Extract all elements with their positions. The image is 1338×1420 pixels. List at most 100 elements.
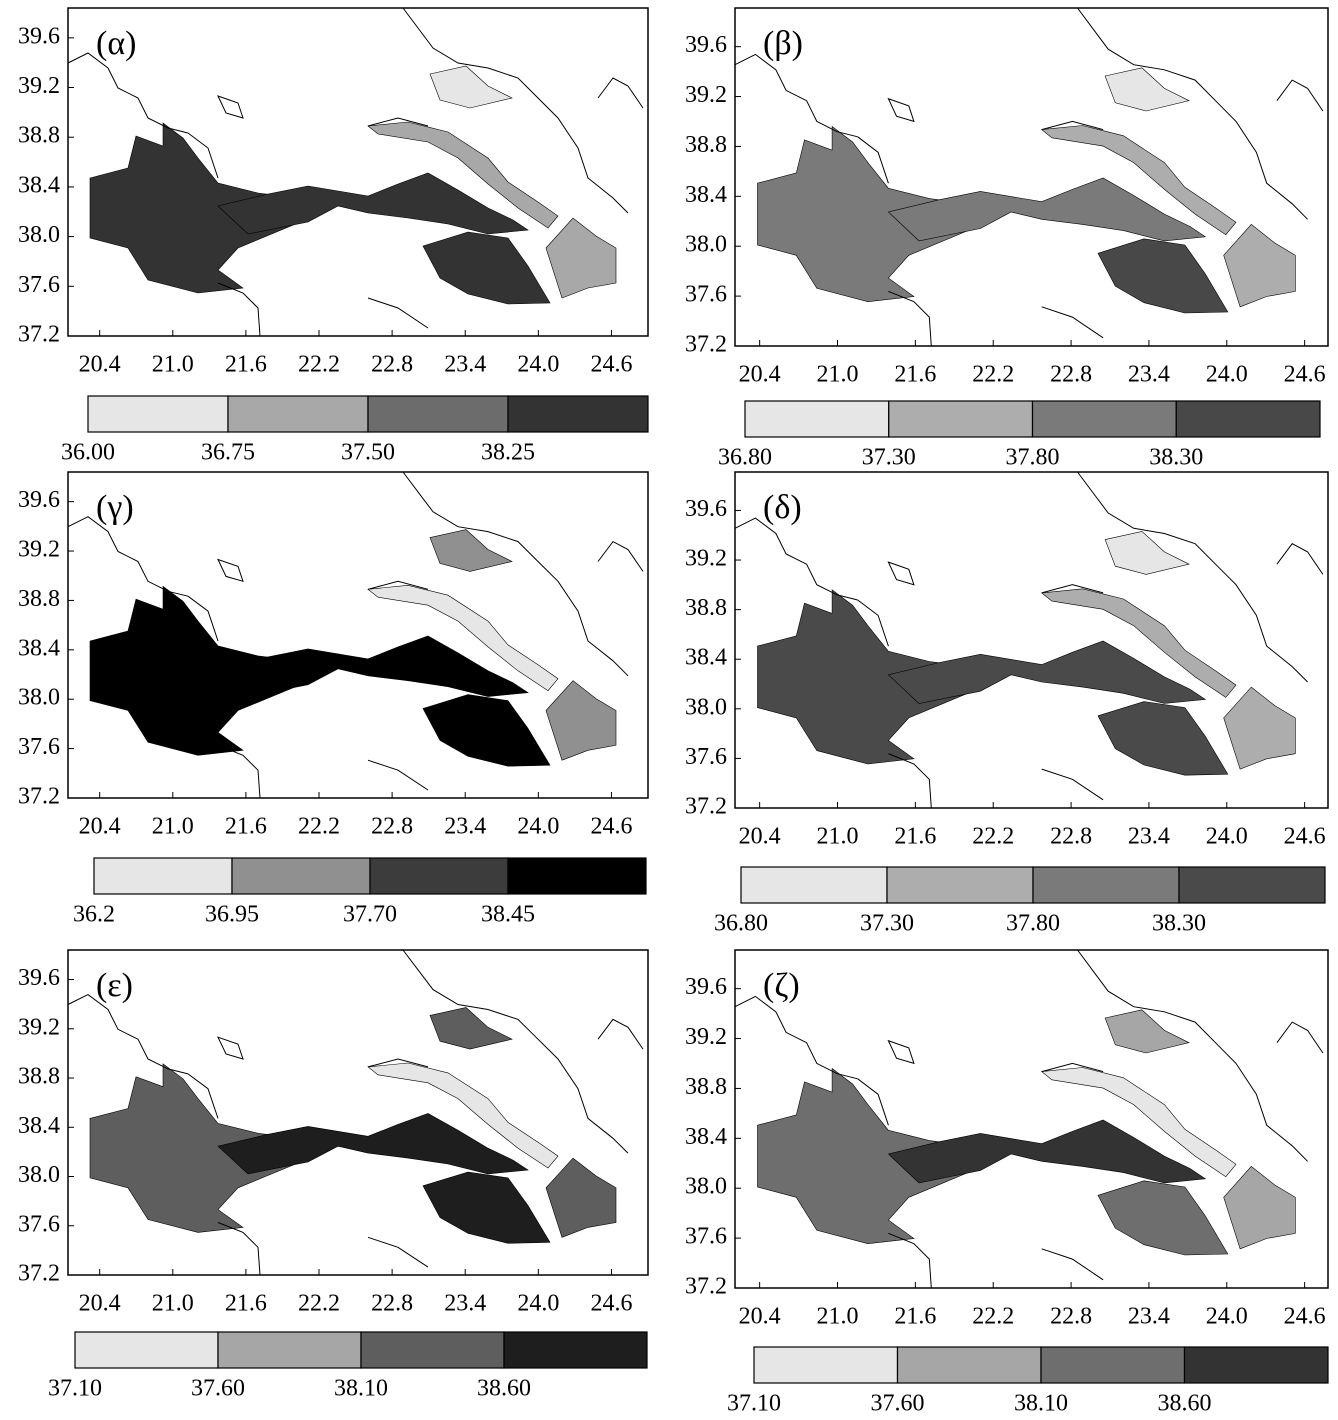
coastline (217, 558, 244, 583)
contour-region (1223, 223, 1296, 308)
map-panel: (γ) 20.4 21.0 21.6 22.2 22.8 23.4 24.0 24.6 39.6 3… (18, 471, 649, 928)
contour-region (1040, 588, 1237, 698)
panel-label: (ζ) (763, 967, 800, 1004)
x-tick-label: 21.6 (225, 352, 267, 378)
x-tick-label: 21.0 (817, 362, 859, 388)
contour-region (1104, 531, 1190, 575)
colorbar-segment (507, 395, 649, 433)
contour-region (1097, 701, 1229, 776)
colorbar-segment (231, 857, 371, 895)
x-tick-label: 24.6 (590, 1291, 632, 1317)
contour-region (217, 635, 529, 697)
map-frame (734, 471, 1329, 809)
contour-region (1040, 1067, 1237, 1178)
contour-region (545, 1157, 617, 1238)
contour-region (217, 1113, 529, 1175)
y-tick-label: 37.6 (685, 282, 727, 308)
panel-label: (δ) (763, 489, 802, 526)
x-tick-label: 23.4 (1128, 1304, 1170, 1330)
y-tick-label: 38.4 (685, 1124, 727, 1150)
contour-region (887, 1119, 1207, 1184)
panel-label: (ε) (96, 967, 133, 1004)
colorbar-segment (507, 857, 647, 895)
colorbar-label: 37.30 (860, 911, 914, 937)
map-panel: (ε) 20.4 21.0 21.6 22.2 22.8 23.4 24.0 24.6 39.6 3… (18, 949, 649, 1402)
y-tick-label: 38.0 (18, 685, 60, 711)
map-panel: (ζ) 20.4 21.0 21.6 22.2 22.8 23.4 24.0 24.6 39.6 3… (685, 949, 1329, 1417)
coastline (734, 53, 858, 138)
colorbar-segment (888, 400, 1034, 438)
y-tick-label: 38.0 (18, 222, 60, 248)
coastline (1041, 1062, 1104, 1073)
x-tick-label: 22.2 (972, 824, 1014, 850)
coastline (367, 1236, 429, 1268)
y-tick-label: 39.6 (685, 32, 727, 58)
coastline (402, 7, 629, 214)
colorbar-segment (360, 1331, 505, 1369)
colorbar-label: 37.80 (1006, 911, 1060, 937)
coastline (597, 77, 644, 109)
colorbar-segment (367, 395, 509, 433)
y-tick-label: 38.8 (18, 586, 60, 612)
colorbar-segment (1178, 866, 1326, 904)
colorbar-segment (740, 866, 888, 904)
coastline (1041, 1248, 1104, 1281)
colorbar-label: 38.45 (481, 902, 535, 928)
colorbar-label: 36.75 (201, 440, 255, 466)
colorbar-segment (1175, 400, 1321, 438)
contour-region (422, 231, 551, 305)
contour-region (887, 640, 1207, 704)
y-tick-label: 38.8 (685, 1074, 727, 1100)
y-tick-label: 39.6 (18, 965, 60, 991)
contour-region (1097, 1180, 1229, 1256)
contour-region (1223, 686, 1296, 770)
contour-region (1040, 125, 1237, 236)
x-tick-label: 22.8 (1050, 1304, 1092, 1330)
y-tick-label: 37.6 (18, 734, 60, 760)
y-tick-label: 37.2 (685, 332, 727, 358)
coastline (217, 1222, 261, 1276)
panel-label: (β) (763, 25, 803, 62)
y-tick-label: 37.2 (685, 794, 727, 820)
y-tick-label: 38.8 (18, 1064, 60, 1090)
colorbar-segment (1031, 400, 1177, 438)
colorbar-segment (217, 1331, 362, 1369)
colorbar-segment (886, 866, 1034, 904)
contour-region (429, 1007, 513, 1050)
contour-region (545, 217, 617, 299)
x-tick-label: 24.0 (517, 814, 559, 840)
colorbar-label: 37.60 (871, 1391, 925, 1417)
x-tick-label: 24.0 (1206, 1304, 1248, 1330)
colorbar-label: 38.60 (1158, 1391, 1212, 1417)
colorbar-label: 37.60 (191, 1376, 245, 1402)
x-tick-label: 24.6 (1284, 824, 1326, 850)
y-tick-label: 39.2 (18, 537, 60, 563)
map-frame (67, 471, 649, 799)
x-tick-label: 24.6 (590, 814, 632, 840)
x-tick-label: 20.4 (739, 1304, 781, 1330)
x-tick-label: 21.6 (894, 1304, 936, 1330)
x-tick-label: 22.2 (298, 352, 340, 378)
x-tick-label: 21.0 (152, 1291, 194, 1317)
colorbar-label: 38.30 (1152, 911, 1206, 937)
colorbar-label: 36.2 (73, 902, 115, 928)
colorbar-label: 36.80 (714, 911, 768, 937)
x-tick-label: 22.8 (371, 1291, 413, 1317)
x-tick-label: 24.0 (517, 1291, 559, 1317)
colorbar-label: 37.70 (343, 902, 397, 928)
colorbar-label: 36.95 (205, 902, 259, 928)
y-tick-label: 37.2 (18, 1261, 60, 1287)
x-tick-label: 21.0 (152, 352, 194, 378)
colorbar-label: 37.80 (1006, 445, 1060, 471)
contour-region (1223, 1165, 1296, 1250)
x-tick-label: 24.6 (1284, 362, 1326, 388)
y-tick-label: 38.8 (685, 595, 727, 621)
contour-region (887, 177, 1207, 242)
colorbar-segment (1183, 1346, 1329, 1384)
coastline (888, 290, 932, 347)
y-tick-label: 37.6 (18, 272, 60, 298)
coastline (402, 949, 629, 1154)
coastline (887, 1039, 915, 1065)
coastline (367, 759, 429, 791)
map-panel: (β) 20.4 21.0 21.6 22.2 22.8 23.4 24.0 24.6 39.6 3… (685, 7, 1329, 471)
